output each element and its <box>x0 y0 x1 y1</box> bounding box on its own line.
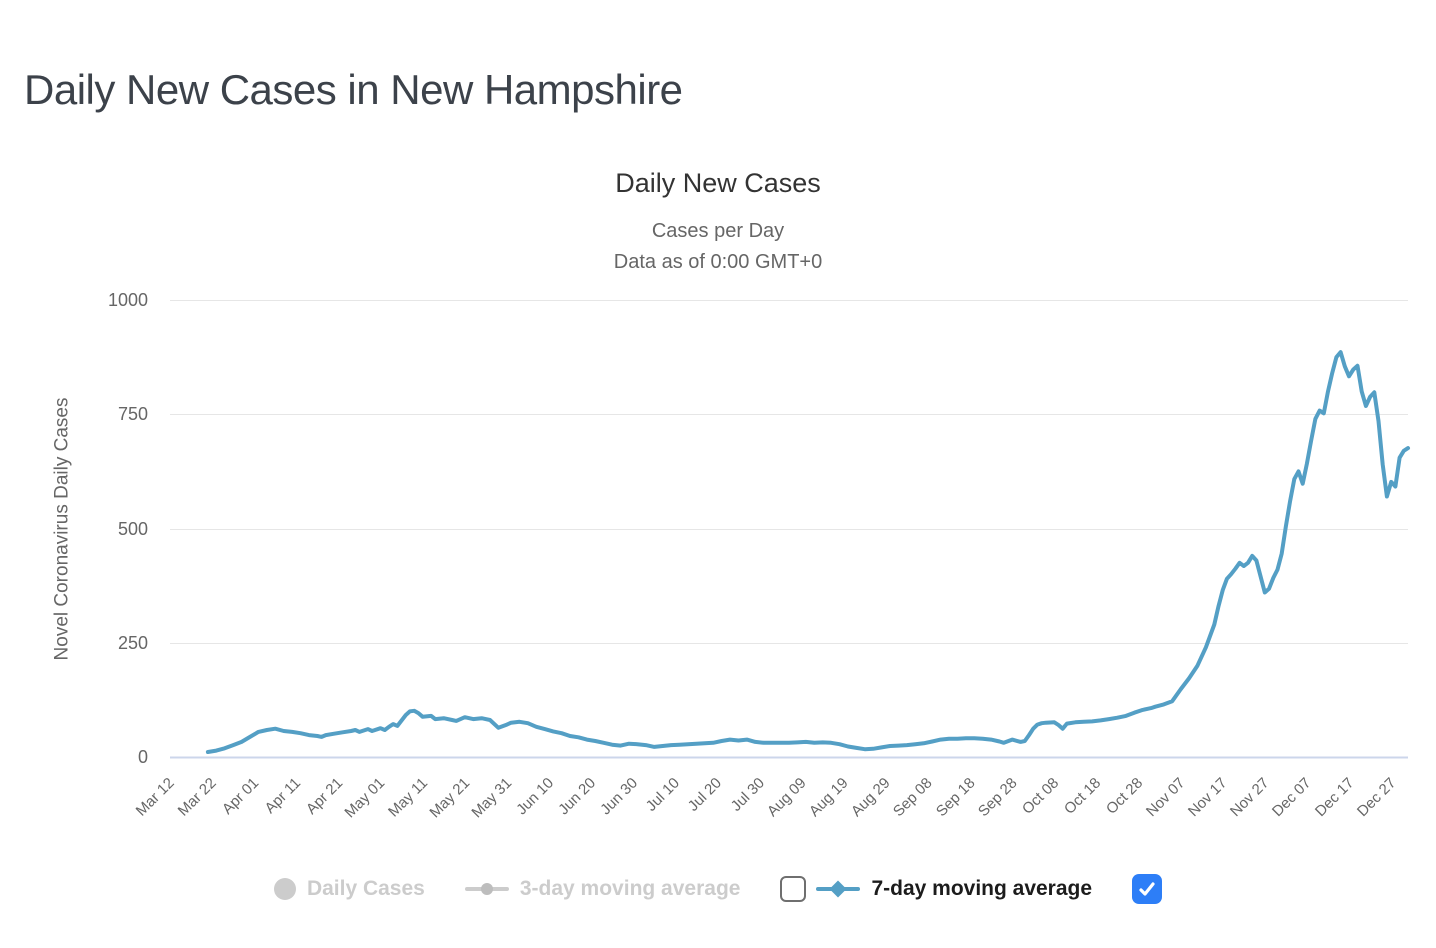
y-tick-label: 750 <box>117 404 148 425</box>
series-line-7day-average <box>205 350 1410 754</box>
chart-legend: Daily Cases 3-day moving average 7-day m… <box>0 874 1436 904</box>
checkmark-icon <box>1139 882 1155 896</box>
legend-label-daily-cases: Daily Cases <box>306 877 425 900</box>
y-tick-label: 1000 <box>107 290 148 310</box>
y-tick-label: 500 <box>117 518 148 539</box>
seven-day-average-marker-icon <box>816 880 861 898</box>
legend-item-3day-average[interactable]: 3-day moving average <box>464 877 741 901</box>
y-tick-label: 250 <box>117 632 148 653</box>
daily-cases-marker-icon <box>273 878 296 900</box>
legend-label-7day-average: 7-day moving average <box>871 877 1093 900</box>
checkbox-3day-average[interactable] <box>780 876 807 902</box>
chart-title: Daily New Cases <box>615 168 821 198</box>
legend-label-3day-average: 3-day moving average <box>519 877 741 900</box>
checkbox-7day-average[interactable] <box>1132 874 1163 904</box>
three-day-average-marker-icon <box>464 881 509 897</box>
legend-group-7day: 7-day moving average <box>780 876 1092 902</box>
chart-subtitle-line1: Cases per Day <box>651 220 785 242</box>
legend-item-7day-average[interactable]: 7-day moving average <box>816 877 1092 901</box>
y-tick-label: 0 <box>137 747 148 767</box>
legend-item-daily-cases[interactable]: Daily Cases <box>273 877 425 901</box>
page-title: Daily New Cases in New Hampshire <box>24 66 683 114</box>
chart-subtitle-line2: Data as of 0:00 GMT+0 <box>613 251 823 273</box>
